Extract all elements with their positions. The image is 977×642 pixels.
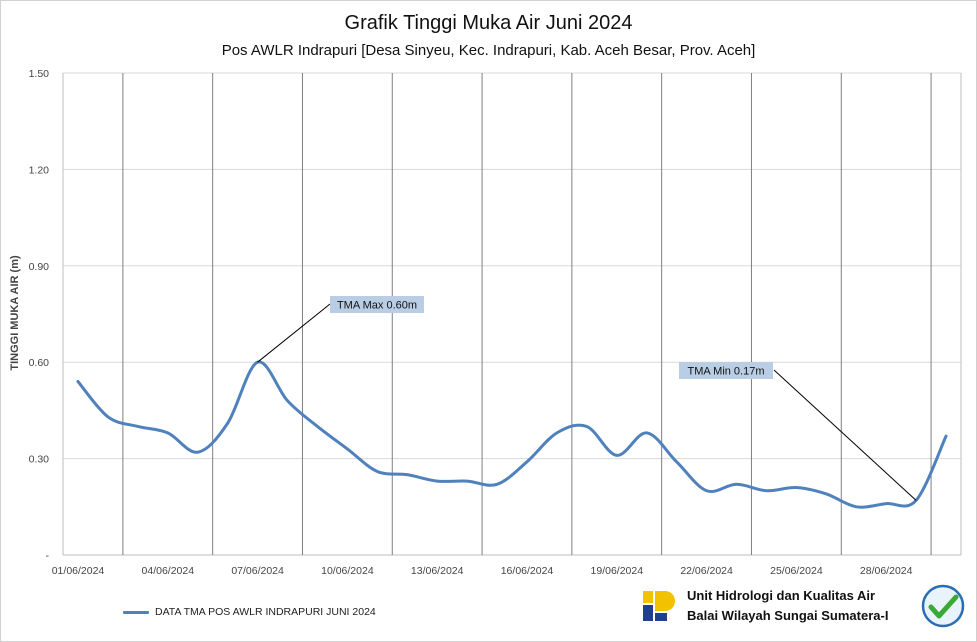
y-axis-label: TINGGI MUKA AIR (m) [9, 255, 21, 371]
x-tick-label: 13/06/2024 [411, 565, 464, 577]
x-tick-label: 07/06/2024 [231, 565, 284, 577]
series-line [76, 360, 948, 509]
annotation-leader-line [257, 303, 331, 363]
y-tick-label: 0.90 [29, 261, 50, 273]
annotation-label: TMA Min 0.17m [687, 366, 764, 378]
x-tick-label: 10/06/2024 [321, 565, 374, 577]
axis-ticks: - 0.30 0.60 0.90 1.20 1.50 01/06/2024 04/06/202… [29, 68, 913, 577]
legend-swatch [123, 610, 149, 614]
annotation-label: TMA Max 0.60m [337, 300, 417, 312]
annotation-box [679, 362, 773, 379]
x-tick-label: 16/06/2024 [501, 565, 554, 577]
x-tick-label: 22/06/2024 [680, 565, 733, 577]
y-tick-label: 0.60 [29, 357, 50, 369]
organization-text: Unit Hidrologi dan Kualitas Air Balai Wi… [687, 586, 888, 626]
x-tick-label: 04/06/2024 [142, 565, 195, 577]
iso-certified-badge-icon [920, 583, 966, 634]
y-tick-label: - [46, 550, 50, 562]
grid-lines [62, 72, 962, 556]
legend: DATA TMA POS AWLR INDRAPURI JUNI 2024 [123, 606, 376, 618]
x-tick-label: 01/06/2024 [52, 565, 105, 577]
annotation-box [330, 296, 424, 313]
series-lines [76, 360, 948, 509]
annotation-leader-line [773, 369, 917, 501]
x-tick-label: 28/06/2024 [860, 565, 913, 577]
y-tick-label: 1.50 [29, 68, 50, 80]
chart-subtitle: Pos AWLR Indrapuri [Desa Sinyeu, Kec. In… [221, 42, 756, 59]
legend-label: DATA TMA POS AWLR INDRAPURI JUNI 2024 [155, 606, 376, 618]
y-tick-label: 0.30 [29, 454, 50, 466]
org-name-line2: Balai Wilayah Sungai Sumatera-I [687, 608, 889, 623]
x-tick-label: 19/06/2024 [591, 565, 644, 577]
y-tick-label: 1.20 [29, 164, 50, 176]
pupr-logo-icon [641, 587, 679, 625]
chart-title: Grafik Tinggi Muka Air Juni 2024 [344, 12, 633, 34]
annotations: TMA Max 0.60m TMA Min 0.17m [257, 296, 917, 501]
x-tick-label: 25/06/2024 [770, 565, 823, 577]
org-name-line1: Unit Hidrologi dan Kualitas Air [687, 588, 876, 603]
organization-block: Unit Hidrologi dan Kualitas Air Balai Wi… [641, 586, 888, 626]
